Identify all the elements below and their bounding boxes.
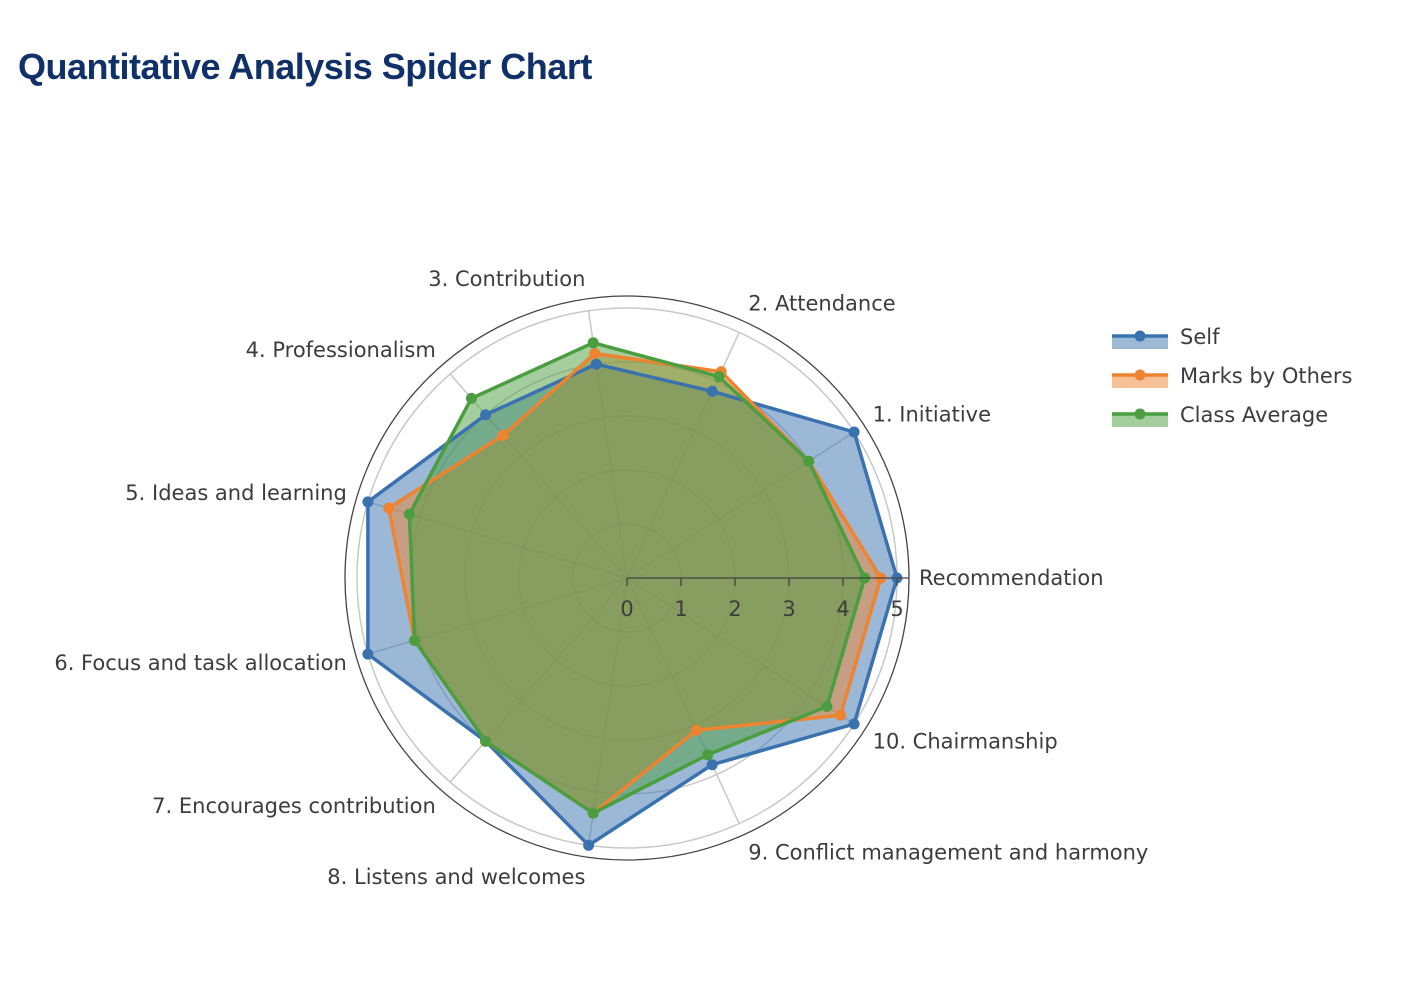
radial-tick-label: 5 xyxy=(890,597,903,621)
data-point xyxy=(590,358,602,370)
legend-item-1[interactable]: Marks by Others xyxy=(1112,364,1352,388)
chart-title: Quantitative Analysis Spider Chart xyxy=(18,46,592,87)
category-label: 3. Contribution xyxy=(428,267,585,291)
radial-tick-label: 2 xyxy=(728,597,741,621)
data-point xyxy=(691,724,702,736)
data-point xyxy=(465,392,477,404)
data-point xyxy=(383,502,395,514)
data-point xyxy=(821,701,833,712)
radial-tick-label: 4 xyxy=(836,597,849,621)
data-point xyxy=(409,634,421,646)
category-label: 8. Listens and welcomes xyxy=(327,865,585,889)
legend-marker xyxy=(1134,369,1146,381)
legend-item-2[interactable]: Class Average xyxy=(1112,403,1328,427)
category-label: 6. Focus and task allocation xyxy=(54,651,346,675)
series-fills xyxy=(367,342,897,846)
data-point xyxy=(713,371,725,383)
data-point xyxy=(848,718,860,730)
legend-marker xyxy=(1134,330,1146,342)
radial-axis: 0 1 2 3 4 5 xyxy=(620,577,909,621)
legend-swatch xyxy=(1112,375,1168,388)
data-point xyxy=(587,807,599,819)
legend-label: Class Average xyxy=(1180,403,1328,427)
data-point xyxy=(589,348,601,359)
data-point xyxy=(480,409,492,421)
data-point xyxy=(480,735,492,747)
data-point xyxy=(835,709,846,721)
legend-label: Self xyxy=(1180,325,1220,349)
data-point xyxy=(497,429,509,441)
radial-tick-label: 3 xyxy=(782,597,795,621)
category-label: Recommendation xyxy=(919,566,1104,590)
series-line-2 xyxy=(407,341,867,815)
legend-swatch xyxy=(1112,336,1168,349)
category-label: 5. Ideas and learning xyxy=(125,481,347,505)
radial-tick-label: 1 xyxy=(674,597,687,621)
category-label: 7. Encourages contribution xyxy=(152,794,436,818)
category-label: 4. Professionalism xyxy=(246,338,436,362)
data-point xyxy=(706,385,718,397)
data-point xyxy=(583,839,595,851)
legend[interactable]: Self Marks by Others Class Average xyxy=(1112,325,1352,427)
data-point xyxy=(706,759,718,771)
data-point xyxy=(362,496,374,508)
category-labels: Recommendation 1. Initiative 2. Attendance… xyxy=(54,267,1148,889)
category-label: 1. Initiative xyxy=(873,403,991,427)
data-point xyxy=(403,508,415,520)
legend-marker xyxy=(1134,408,1146,420)
data-point xyxy=(587,337,599,349)
data-point xyxy=(702,749,714,761)
radial-tick-label: 0 xyxy=(620,597,633,621)
series-lines xyxy=(366,341,899,848)
series-line-0 xyxy=(366,362,899,848)
category-label: 10. Chairmanship xyxy=(873,729,1058,753)
data-point xyxy=(848,426,860,438)
data-point xyxy=(362,648,374,660)
legend-label: Marks by Others xyxy=(1180,364,1352,388)
data-point xyxy=(803,455,815,467)
category-label: 2. Attendance xyxy=(748,291,895,315)
series-line-1 xyxy=(386,351,883,815)
legend-item-0[interactable]: Self xyxy=(1112,325,1220,349)
legend-swatch xyxy=(1112,414,1168,427)
series-points xyxy=(362,337,903,851)
category-label: 9. Conflict management and harmony xyxy=(748,841,1148,865)
